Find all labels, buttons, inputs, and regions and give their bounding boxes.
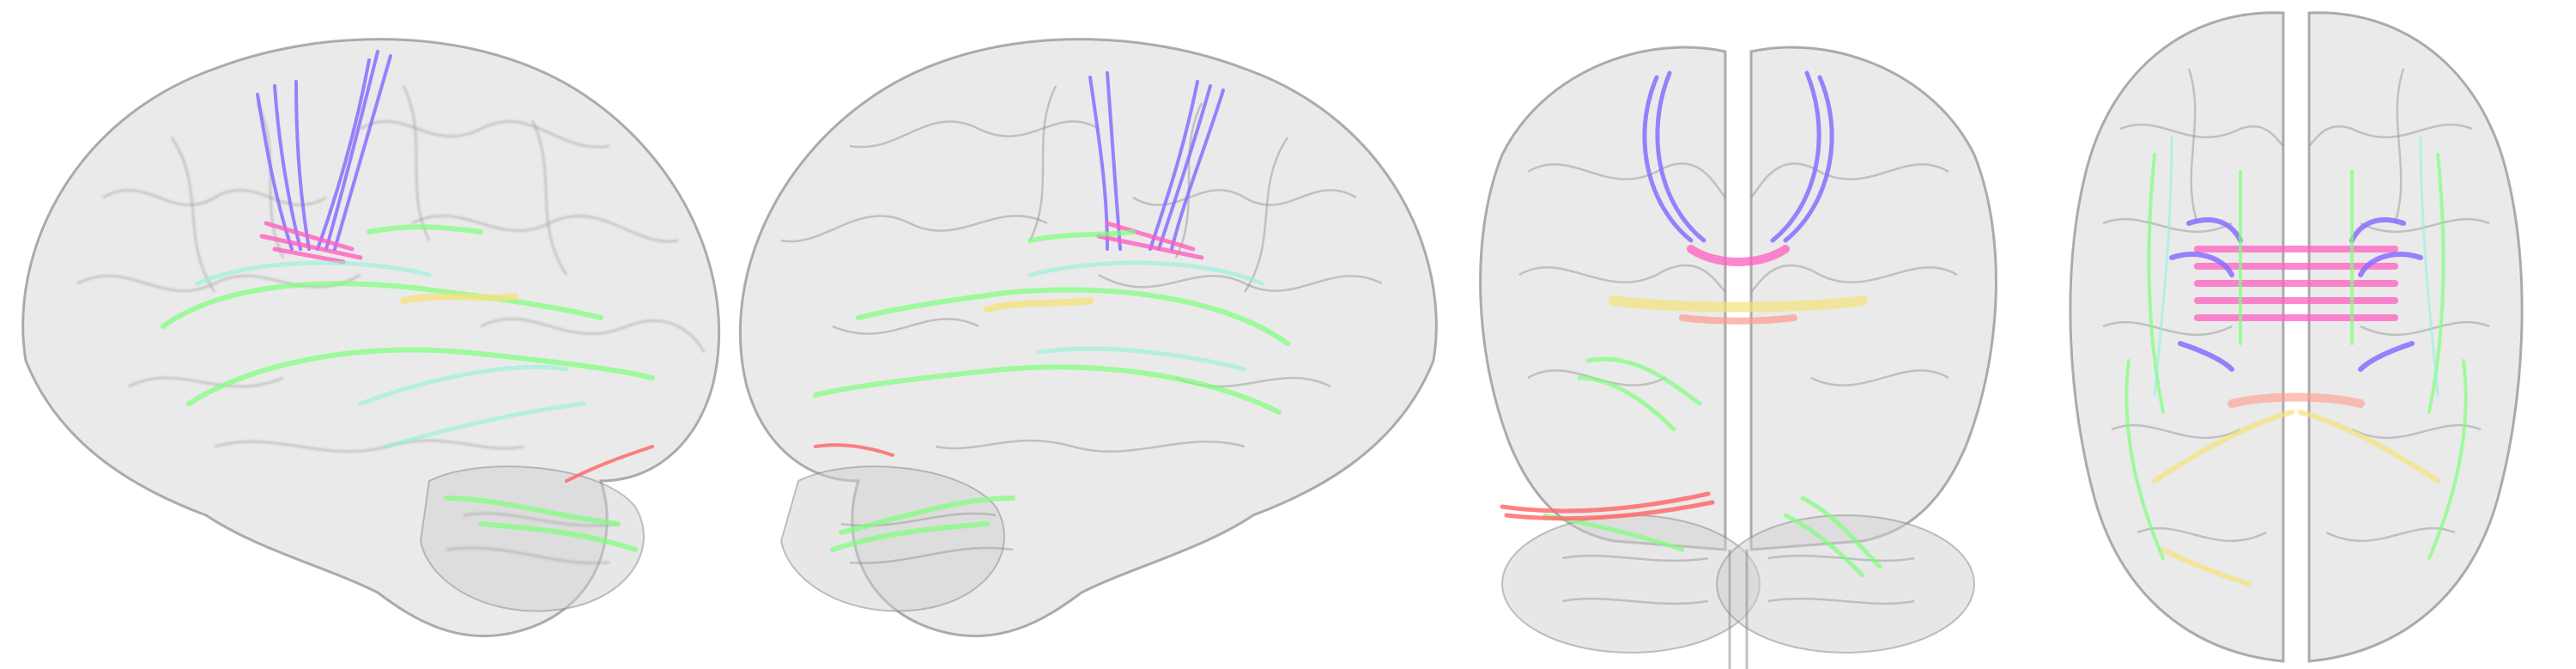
fiber-tracts — [813, 71, 1290, 552]
association-tracts — [1543, 356, 1882, 578]
superior-axial-brain-view — [2017, 0, 2576, 669]
fiber-tracts — [1500, 70, 1882, 578]
corticospinal-tract — [2169, 217, 2423, 372]
brain-surface — [21, 38, 721, 638]
brain-surface — [738, 38, 1438, 638]
brain-surface — [1479, 46, 1997, 669]
posterior-coronal-brain-view — [1459, 0, 2017, 669]
right-lateral-brain-view — [730, 0, 1459, 669]
posterior-coronal-brain-render — [1479, 46, 1997, 669]
brain-surface — [2069, 11, 2524, 663]
corpus-callosum — [2194, 246, 2398, 321]
fiber-tracts — [2124, 136, 2468, 587]
left-lateral-brain-view — [0, 0, 730, 669]
superior-axial-brain-render — [2069, 11, 2524, 663]
fiber-tracts — [161, 50, 655, 552]
left-lateral-brain-render — [21, 38, 721, 638]
corticospinal-tract — [1642, 70, 1834, 243]
association-tracts — [813, 229, 1290, 552]
right-lateral-brain-render — [738, 38, 1438, 638]
association-tracts — [161, 224, 655, 552]
corpus-callosum — [1687, 245, 1790, 266]
